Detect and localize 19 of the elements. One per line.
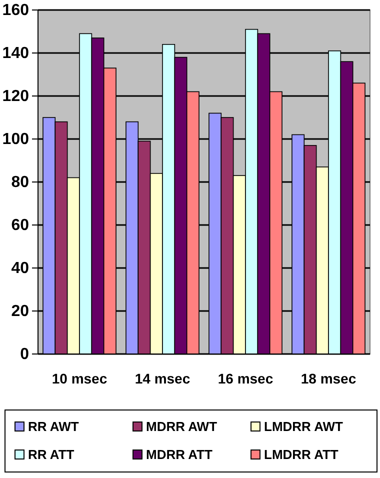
y-tick-label: 0 bbox=[20, 346, 30, 364]
legend-label: RR ATT bbox=[28, 447, 74, 462]
x-tick-label: 18 msec bbox=[300, 370, 356, 387]
y-tick-label: 60 bbox=[11, 217, 30, 234]
y-tick-label: 100 bbox=[2, 131, 30, 148]
y-tick-label: 120 bbox=[2, 88, 30, 106]
legend-label: MDRR AWT bbox=[146, 419, 218, 434]
y-tick-label: 20 bbox=[11, 303, 30, 320]
legend-label: LMDRR AWT bbox=[264, 419, 344, 434]
x-tick-label: 16 msec bbox=[218, 370, 274, 387]
legend-label: LMDRR ATT bbox=[264, 447, 338, 462]
y-tick-label: 80 bbox=[11, 174, 30, 192]
legend-label: RR AWT bbox=[28, 419, 79, 434]
legend-label: MDRR ATT bbox=[146, 447, 212, 462]
y-tick-label: 160 bbox=[2, 2, 30, 20]
y-tick-label: 140 bbox=[2, 45, 30, 62]
y-tick-label: 40 bbox=[11, 260, 30, 278]
x-tick-label: 10 msec bbox=[52, 370, 108, 387]
x-tick-label: 14 msec bbox=[134, 370, 190, 387]
